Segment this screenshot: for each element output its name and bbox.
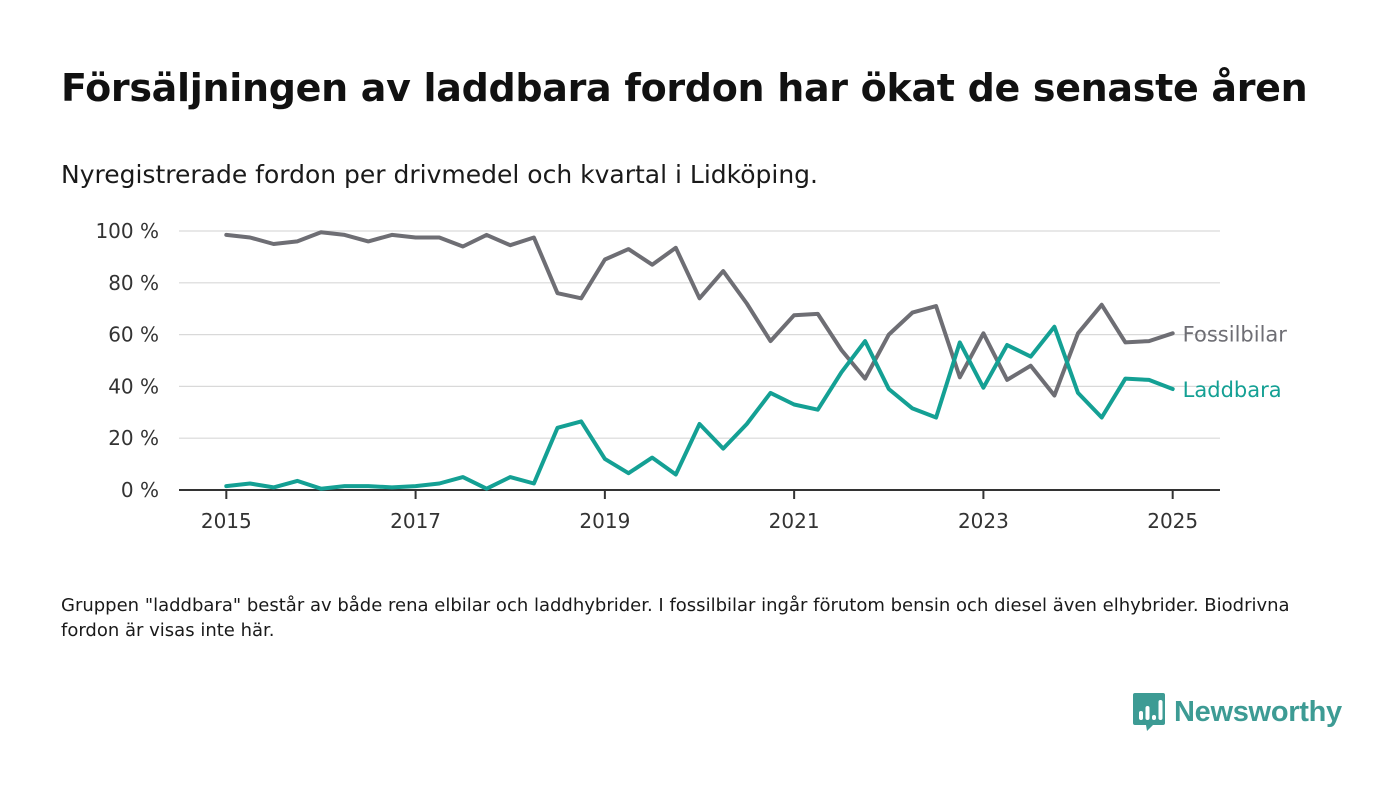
line-chart: 0 % 20 % 40 % 60 % 80 % 100 % 2015 2017 2019 202…	[95, 219, 1288, 533]
y-tick-label: 20 %	[108, 426, 159, 450]
brand-name: Newsworthy	[1174, 695, 1342, 728]
y-tick-label: 0 %	[121, 478, 159, 502]
x-tick-label: 2025	[1147, 509, 1198, 533]
newsworthy-logo[interactable]: Newsworthy	[1132, 692, 1342, 732]
y-axis: 0 % 20 % 40 % 60 % 80 % 100 %	[95, 219, 159, 502]
gridlines	[179, 230, 1220, 439]
y-tick-label: 40 %	[108, 374, 159, 398]
x-axis: 2015 2017 2019 2021 2023 2025	[179, 489, 1220, 533]
series-line-laddbara	[224, 324, 1175, 491]
y-tick-label: 60 %	[108, 323, 159, 347]
chart-subtitle: Nyregistrerade fordon per drivmedel och …	[61, 160, 818, 189]
y-tick-label: 80 %	[108, 271, 159, 295]
y-tick-label: 100 %	[95, 219, 159, 243]
series-label-fossilbilar: Fossilbilar	[1183, 322, 1288, 346]
footnote: Gruppen "laddbara" består av både rena e…	[61, 595, 1290, 641]
chart-title: Försäljningen av laddbara fordon har öka…	[61, 66, 1308, 110]
x-tick-label: 2021	[769, 509, 820, 533]
newsworthy-chart-bubble-icon	[1133, 693, 1165, 731]
x-tick-label: 2019	[579, 509, 630, 533]
series-label-laddbara: Laddbara	[1183, 378, 1282, 402]
series-lines	[224, 230, 1175, 491]
x-tick-label: 2023	[958, 509, 1009, 533]
series-labels: Fossilbilar Laddbara	[1183, 322, 1288, 402]
series-line-fossilbilar	[224, 230, 1175, 398]
x-tick-label: 2015	[201, 509, 252, 533]
x-tick-label: 2017	[390, 509, 441, 533]
